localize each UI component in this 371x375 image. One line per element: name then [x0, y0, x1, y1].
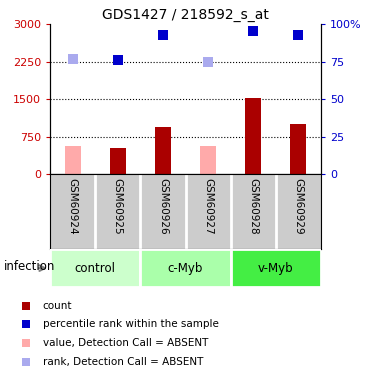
Bar	[245, 98, 261, 174]
Bar	[290, 124, 306, 174]
Bar	[50, 249, 140, 287]
Text: c-Myb: c-Myb	[168, 262, 203, 274]
Text: control: control	[75, 262, 116, 274]
Text: GSM60924: GSM60924	[68, 178, 78, 235]
Bar	[155, 127, 171, 174]
Bar	[65, 146, 81, 174]
Text: GSM60928: GSM60928	[248, 178, 258, 235]
Title: GDS1427 / 218592_s_at: GDS1427 / 218592_s_at	[102, 8, 269, 22]
Text: infection: infection	[4, 260, 55, 273]
Text: percentile rank within the sample: percentile rank within the sample	[43, 320, 219, 329]
Text: GSM60927: GSM60927	[203, 178, 213, 235]
Text: value, Detection Call = ABSENT: value, Detection Call = ABSENT	[43, 338, 208, 348]
Bar	[200, 146, 216, 174]
Text: v-Myb: v-Myb	[258, 262, 293, 274]
Text: GSM60925: GSM60925	[113, 178, 123, 235]
Bar	[110, 148, 126, 174]
Text: rank, Detection Call = ABSENT: rank, Detection Call = ABSENT	[43, 357, 203, 368]
Text: GSM60929: GSM60929	[293, 178, 303, 235]
Bar	[140, 249, 231, 287]
Text: count: count	[43, 301, 72, 311]
Bar	[231, 249, 321, 287]
Text: GSM60926: GSM60926	[158, 178, 168, 235]
